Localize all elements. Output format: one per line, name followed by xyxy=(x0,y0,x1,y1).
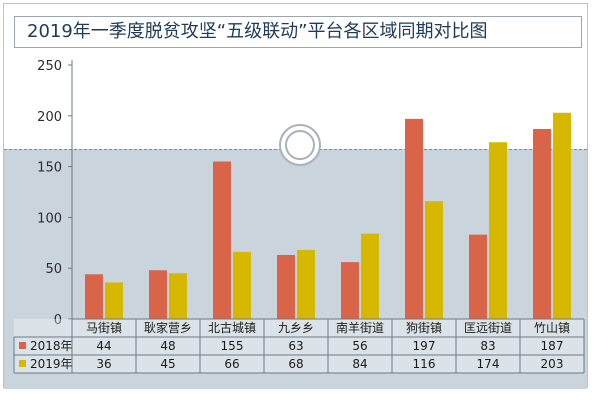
bar-2018 xyxy=(405,118,423,320)
bar-2019 xyxy=(553,112,571,319)
bar-2019 xyxy=(233,251,251,319)
data-label: 66 xyxy=(224,357,239,371)
category-label: 南羊街道 xyxy=(336,320,384,335)
data-label: 116 xyxy=(413,357,436,371)
y-tick-label: 0 xyxy=(54,313,62,328)
y-tick-label: 150 xyxy=(37,161,62,176)
bar-2019 xyxy=(105,282,123,319)
bar-2018 xyxy=(469,234,487,319)
legend-swatch-2018 xyxy=(19,342,26,349)
category-label: 北古城镇 xyxy=(208,320,256,335)
bar-2018 xyxy=(341,262,359,319)
data-label: 45 xyxy=(160,357,175,371)
bar-2018 xyxy=(277,254,295,319)
bar-2019 xyxy=(425,201,443,319)
bar-2019 xyxy=(361,233,379,319)
category-label: 匡远街道 xyxy=(464,321,512,335)
data-label: 48 xyxy=(160,339,175,353)
bar-2019 xyxy=(489,142,507,319)
category-label: 马街镇 xyxy=(86,321,122,335)
data-label: 155 xyxy=(221,339,244,353)
legend-label: 2019年 xyxy=(30,357,73,371)
data-label: 187 xyxy=(541,339,564,353)
bar-2018 xyxy=(533,129,551,319)
y-tick-label: 200 xyxy=(37,110,62,125)
data-label: 84 xyxy=(352,357,367,371)
chart-title: 2019年一季度脱贫攻坚“五级联动”平台各区域同期对比图 xyxy=(14,16,582,48)
bar-2019 xyxy=(297,249,315,319)
legend-label: 2018年 xyxy=(30,339,73,353)
circle-ornament-icon xyxy=(279,124,321,166)
data-label: 83 xyxy=(480,339,495,353)
data-label: 197 xyxy=(413,339,436,353)
bar-2018 xyxy=(149,270,167,319)
data-label: 63 xyxy=(288,339,303,353)
y-tick-label: 250 xyxy=(37,59,62,74)
title-band: 2019年一季度脱贫攻坚“五级联动”平台各区域同期对比图 xyxy=(4,4,587,56)
data-label: 36 xyxy=(96,357,111,371)
bar-2018 xyxy=(85,274,103,319)
data-label: 174 xyxy=(477,357,500,371)
y-tick-label: 50 xyxy=(45,262,62,277)
data-table-background xyxy=(14,319,584,373)
data-label: 56 xyxy=(352,339,367,353)
bar-2018 xyxy=(213,161,231,319)
data-label: 44 xyxy=(96,339,111,353)
data-label: 203 xyxy=(541,357,564,371)
category-label: 竹山镇 xyxy=(534,321,570,335)
category-label: 耿家营乡 xyxy=(144,320,192,335)
bar-2019 xyxy=(169,273,187,319)
category-label: 狗街镇 xyxy=(406,321,442,335)
category-label: 九乡乡 xyxy=(278,321,314,335)
legend-swatch-2019 xyxy=(19,360,26,367)
data-label: 68 xyxy=(288,357,303,371)
y-tick-label: 100 xyxy=(37,211,62,226)
